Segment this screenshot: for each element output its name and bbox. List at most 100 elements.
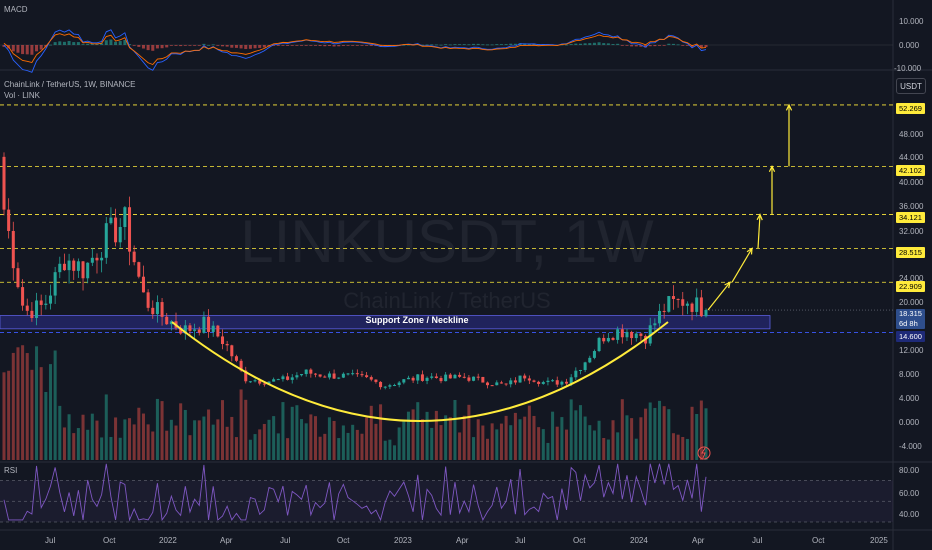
candle-body (318, 374, 322, 377)
candle-body (300, 374, 304, 376)
lightning-icon[interactable] (697, 446, 711, 460)
time-axis-tick: Apr (692, 536, 705, 545)
candle-body (676, 299, 680, 301)
candle-body (453, 374, 457, 379)
candle-body (681, 299, 685, 306)
candle-body (434, 376, 438, 379)
macd-histogram-bar (337, 45, 341, 47)
candle-body (211, 325, 215, 332)
candle-body (597, 337, 601, 352)
candle-body (551, 380, 555, 382)
volume-bar (588, 425, 592, 460)
macd-histogram-bar (81, 44, 85, 45)
candle-body (402, 379, 406, 383)
macd-histogram-bar (132, 45, 136, 46)
macd-histogram-bar (48, 44, 53, 46)
volume-bar (620, 399, 624, 460)
macd-histogram-bar (211, 44, 215, 46)
price-axis-tick: 48.000 (899, 130, 924, 139)
price-tag-28: 28.515 (896, 247, 925, 258)
macd-histogram-bar (630, 45, 634, 47)
macd-histogram-bar (402, 44, 406, 46)
candle-body (30, 310, 34, 318)
candle-body (197, 329, 201, 333)
volume-bar (513, 412, 517, 460)
macd-histogram-bar (151, 45, 155, 51)
time-axis-tick: Jul (280, 536, 291, 545)
volume-bar (62, 427, 66, 460)
candle-body (388, 385, 392, 387)
volume-bar (137, 407, 141, 460)
candle-body (100, 257, 104, 261)
volume-bar (499, 423, 503, 460)
volume-bar (220, 400, 225, 460)
candle-body (448, 374, 452, 379)
volume-bar (39, 367, 43, 460)
macd-histogram-bar (16, 45, 20, 53)
volume-bar (583, 416, 587, 460)
candle-body (169, 321, 173, 325)
macd-histogram-bar (648, 45, 652, 47)
macd-histogram-bar (365, 45, 369, 46)
rsi-axis-tick: 80.00 (899, 466, 920, 475)
macd-histogram-bar (90, 44, 94, 45)
candle-body (248, 381, 252, 383)
candle-body (188, 325, 192, 331)
price-tag-42: 42.102 (896, 165, 925, 176)
candle-body (383, 386, 387, 388)
volume-bar (458, 432, 462, 460)
volume-bar (546, 442, 550, 460)
time-axis-tick: Jul (45, 536, 56, 545)
time-axis-tick: 2025 (870, 536, 888, 545)
macd-histogram-bar (360, 45, 364, 46)
price-tag-52: 52.269 (896, 103, 925, 114)
macd-histogram-bar (72, 42, 76, 45)
macd-histogram-bar (355, 45, 359, 46)
candle-body (53, 272, 57, 296)
volume-bar (44, 391, 48, 460)
candle-body (657, 310, 662, 324)
candle-body (90, 257, 94, 263)
macd-histogram-bar (53, 42, 57, 45)
volume-bar (276, 433, 280, 460)
macd-histogram-bar (611, 44, 615, 45)
candle-body (86, 262, 90, 279)
price-axis-tick: -4.000 (899, 442, 922, 451)
projection-arrow (731, 248, 753, 283)
macd-histogram-bar (137, 45, 141, 47)
macd-histogram-bar (309, 45, 313, 46)
volume-bar (286, 438, 290, 460)
rsi-axis-tick: 40.00 (899, 510, 920, 519)
volume-bar (439, 425, 443, 460)
candle-body (341, 373, 345, 378)
volume-bar (53, 350, 57, 460)
volume-bar (95, 420, 99, 460)
candle-body (337, 377, 341, 379)
volume-bar (541, 429, 545, 460)
volume-bar (86, 429, 90, 460)
macd-histogram-bar (341, 45, 345, 46)
volume-bar (402, 421, 406, 460)
volume-bar (527, 405, 531, 460)
candle-body (546, 380, 550, 383)
price-axis-tick: 20.000 (899, 298, 924, 307)
macd-histogram-bar (351, 45, 355, 46)
volume-bar (369, 405, 373, 460)
candle-body (165, 316, 169, 325)
candle-body (699, 297, 703, 317)
candle-body (527, 378, 531, 381)
macd-histogram-bar (30, 45, 34, 55)
volume-bar (425, 411, 429, 460)
currency-unit-button[interactable]: USDT (896, 78, 926, 94)
candle-body (611, 337, 615, 340)
time-axis-tick: Apr (220, 536, 233, 545)
symbol-title: ChainLink / TetherUS, 1W, BINANCE (4, 80, 136, 89)
macd-histogram-bar (495, 44, 499, 45)
candle-body (220, 336, 225, 345)
candle-body (155, 302, 159, 315)
cup-curve (171, 321, 669, 422)
macd-histogram-bar (653, 45, 657, 47)
macd-histogram-bar (62, 41, 66, 45)
macd-histogram-bar (290, 45, 294, 46)
macd-histogram-bar (95, 43, 99, 45)
